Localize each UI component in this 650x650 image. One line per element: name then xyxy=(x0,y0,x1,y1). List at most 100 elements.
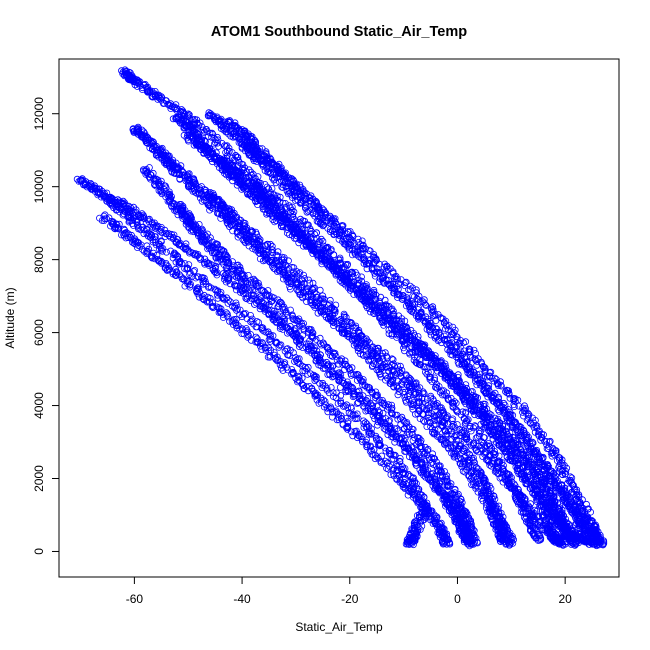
data-point xyxy=(459,467,467,475)
data-point xyxy=(437,436,445,444)
data-point xyxy=(323,404,331,412)
data-point xyxy=(328,408,336,416)
data-point xyxy=(456,459,464,467)
data-point xyxy=(133,83,141,90)
data-point xyxy=(308,385,316,393)
data-point xyxy=(158,151,166,159)
series-4 xyxy=(96,211,454,548)
data-point xyxy=(371,455,379,463)
data-point xyxy=(416,415,424,423)
data-point xyxy=(368,363,376,371)
data-point xyxy=(239,326,247,334)
data-point xyxy=(223,128,231,136)
data-point xyxy=(368,447,375,455)
data-point xyxy=(329,389,337,397)
data-point xyxy=(295,373,303,381)
data-point xyxy=(472,484,480,492)
data-point xyxy=(171,271,179,279)
data-point xyxy=(451,450,459,458)
data-point xyxy=(396,454,404,462)
data-point xyxy=(394,384,402,392)
data-point xyxy=(462,435,470,442)
data-point xyxy=(232,319,240,327)
data-point xyxy=(472,434,480,442)
data-point xyxy=(432,383,440,391)
data-point xyxy=(192,186,200,194)
data-point xyxy=(181,265,189,273)
data-point xyxy=(267,333,274,340)
data-point xyxy=(444,444,452,452)
data-point xyxy=(390,455,398,463)
data-point xyxy=(330,306,338,314)
data-point xyxy=(292,374,300,382)
data-point xyxy=(439,391,446,399)
data-point xyxy=(185,111,193,119)
data-point xyxy=(221,296,228,303)
data-point xyxy=(336,256,344,264)
data-point xyxy=(157,259,165,267)
data-point xyxy=(344,419,352,427)
data-point xyxy=(388,331,396,339)
data-point xyxy=(293,378,301,386)
data-point xyxy=(367,430,375,438)
data-point xyxy=(268,246,276,253)
data-point xyxy=(471,411,479,419)
data-point xyxy=(425,513,433,521)
data-point xyxy=(316,379,324,387)
data-point xyxy=(478,438,486,446)
data-point xyxy=(380,321,388,329)
data-point xyxy=(311,230,319,238)
data-point xyxy=(224,313,232,321)
data-point xyxy=(474,448,482,456)
data-point xyxy=(232,299,240,307)
data-point xyxy=(316,286,324,294)
data-point xyxy=(258,346,266,353)
data-point xyxy=(477,437,485,445)
data-point xyxy=(400,344,407,352)
data-point xyxy=(233,229,241,237)
data-point xyxy=(172,170,180,178)
data-point xyxy=(363,423,371,431)
data-point xyxy=(325,389,333,397)
data-point xyxy=(405,540,413,548)
data-point xyxy=(214,139,222,147)
data-point xyxy=(256,342,264,350)
data-point xyxy=(281,199,289,207)
data-point xyxy=(453,452,461,460)
data-point xyxy=(358,277,366,285)
data-point xyxy=(488,515,496,523)
data-point xyxy=(234,305,241,313)
data-point xyxy=(178,275,186,283)
data-point xyxy=(383,352,390,360)
data-point xyxy=(199,126,207,134)
data-point xyxy=(296,218,303,226)
data-point xyxy=(286,285,294,293)
data-point xyxy=(462,410,470,417)
data-point xyxy=(208,303,216,311)
data-point xyxy=(199,193,207,201)
data-point xyxy=(181,260,189,267)
data-point xyxy=(426,375,434,383)
data-point xyxy=(333,416,341,424)
data-point xyxy=(274,252,282,260)
chart-title: ATOM1 Southbound Static_Air_Temp xyxy=(211,24,467,40)
data-point xyxy=(487,462,495,470)
data-point xyxy=(159,245,167,252)
data-point xyxy=(142,138,150,146)
data-point xyxy=(375,344,382,352)
data-point xyxy=(134,241,142,249)
data-point xyxy=(444,396,452,403)
data-point xyxy=(157,93,165,100)
data-point xyxy=(443,540,451,548)
data-point xyxy=(264,240,272,248)
data-point xyxy=(140,247,148,255)
data-point xyxy=(212,136,219,144)
data-point xyxy=(306,279,314,287)
data-point xyxy=(446,539,454,547)
data-point xyxy=(499,466,507,474)
data-point xyxy=(214,291,221,299)
data-point xyxy=(206,111,214,119)
data-point xyxy=(124,234,132,242)
data-point xyxy=(493,459,501,467)
data-point xyxy=(317,399,325,407)
